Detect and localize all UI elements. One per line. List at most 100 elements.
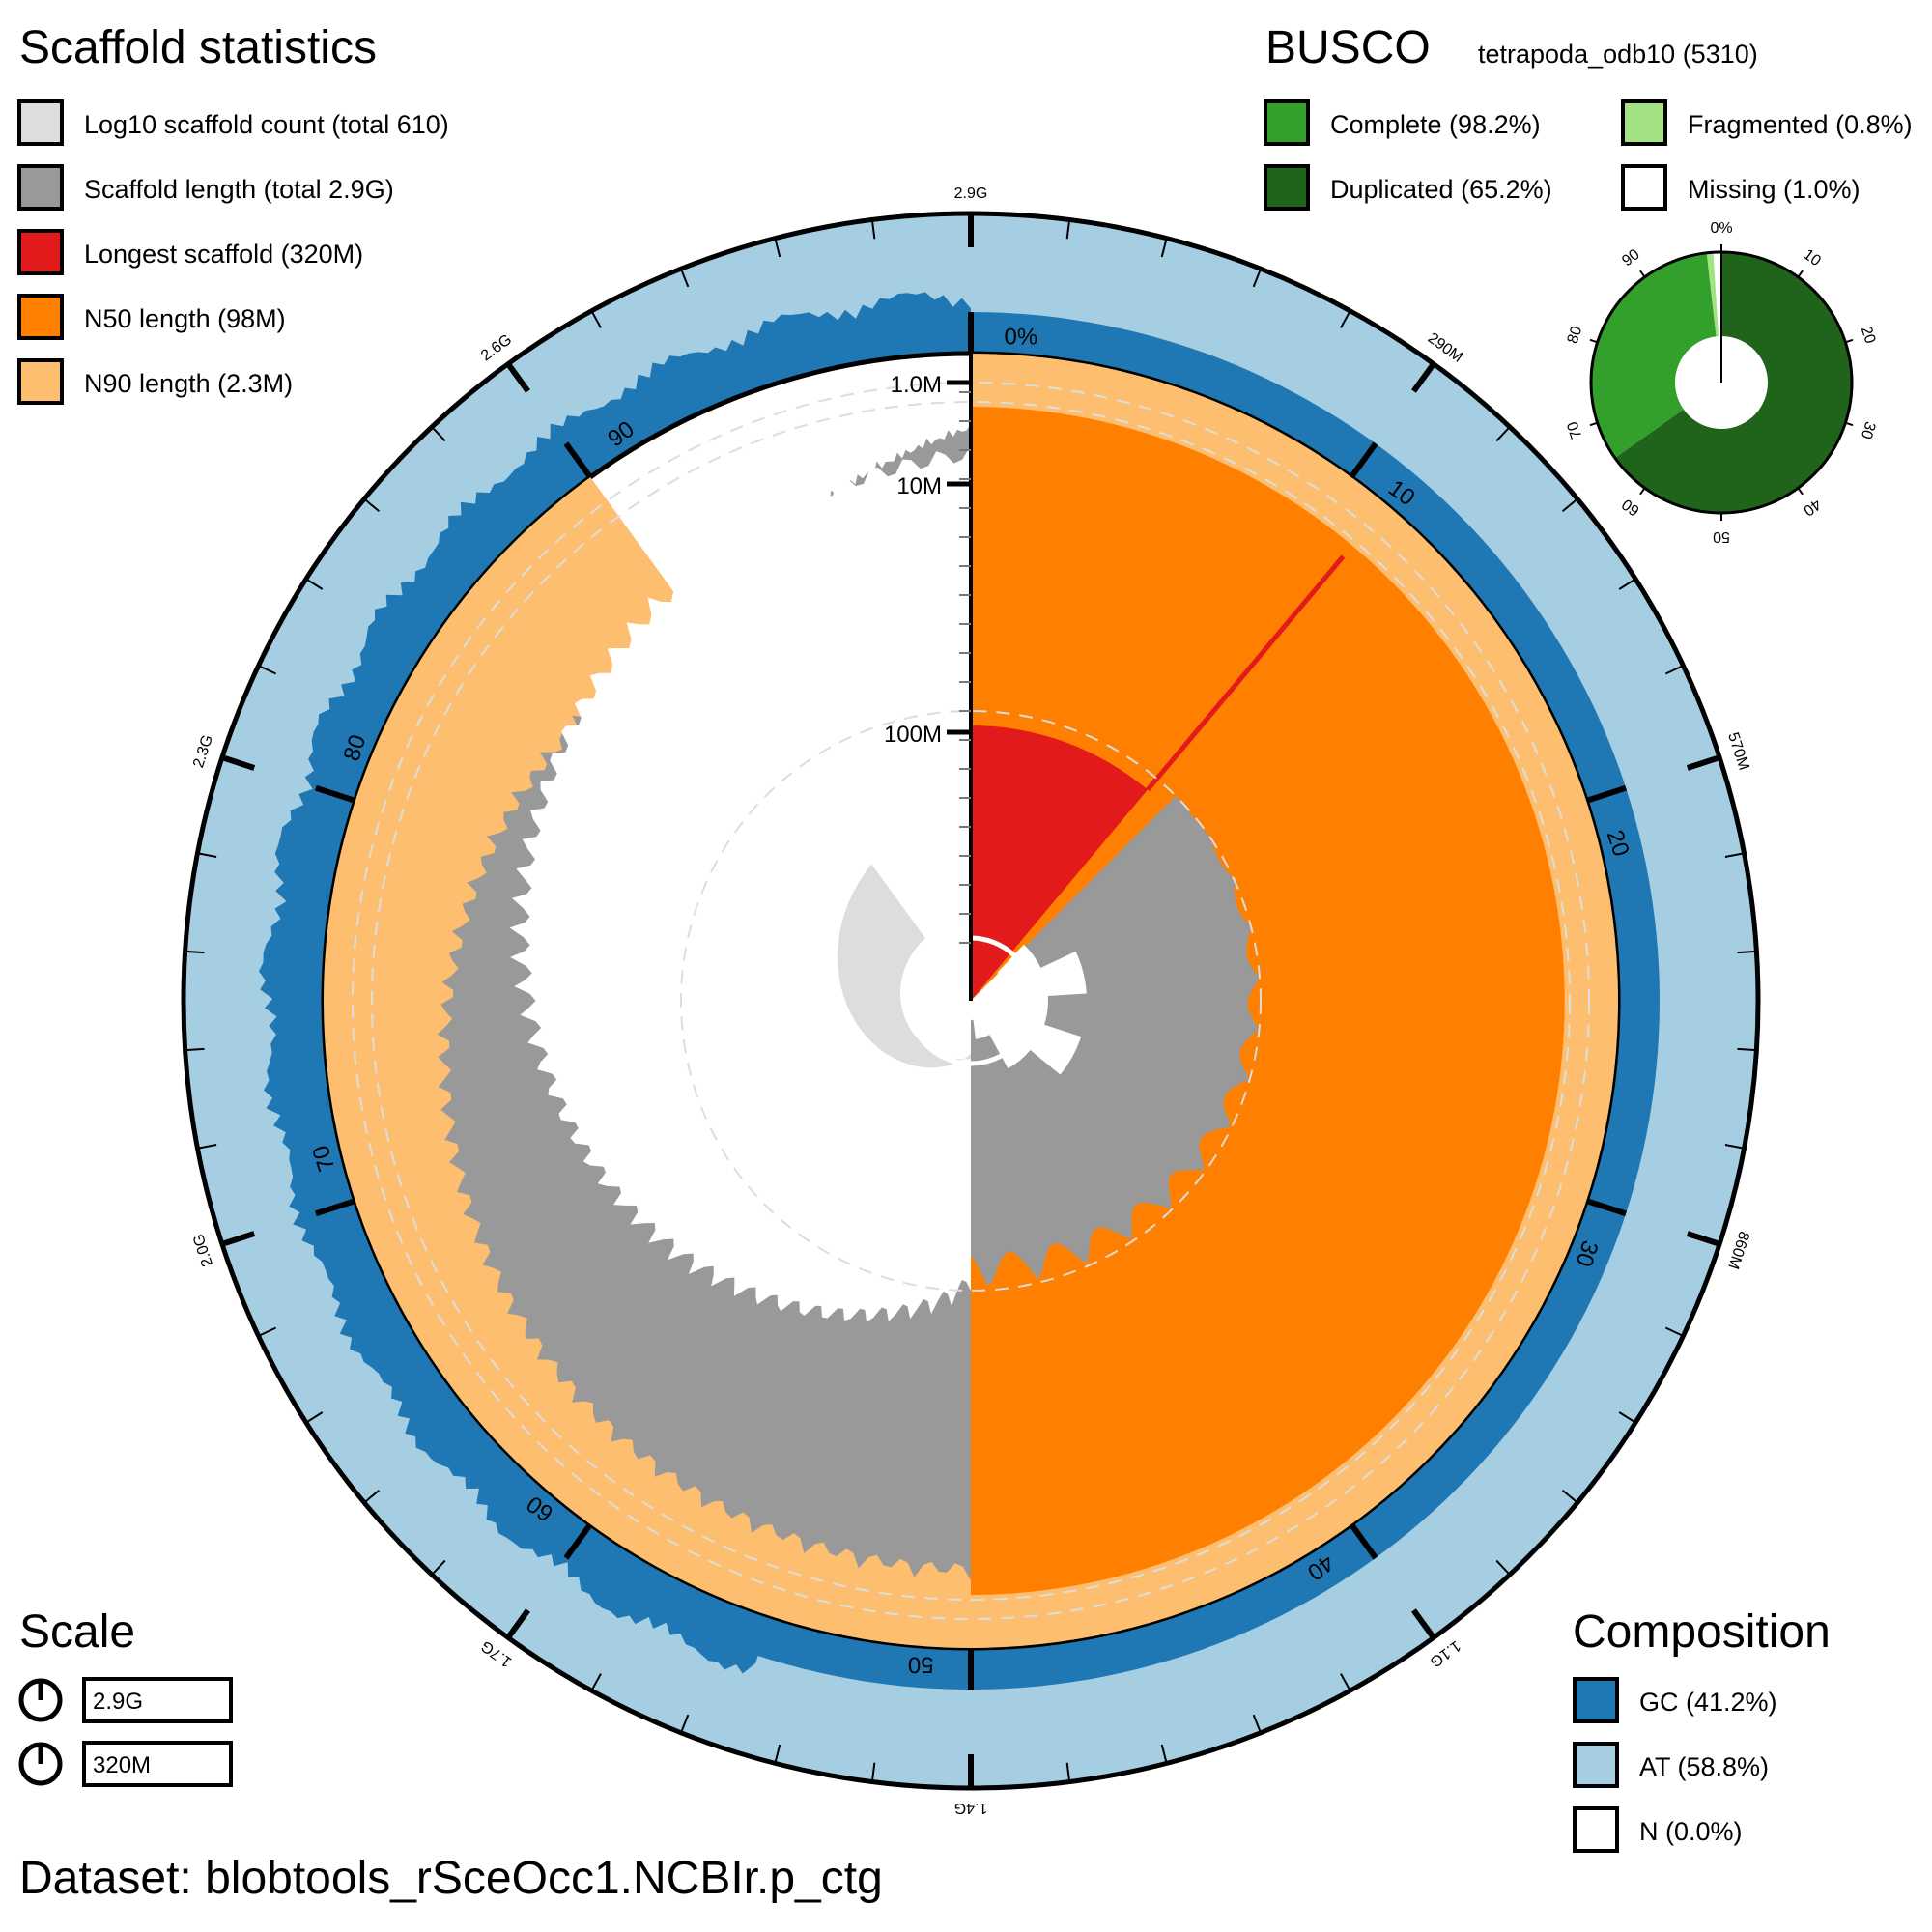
length-tick-mark — [505, 1608, 530, 1640]
busco-tick-label: 40 — [1800, 496, 1823, 519]
busco-label: Missing (1.0%) — [1688, 175, 1861, 204]
percent-tick-mark — [1349, 1522, 1378, 1560]
busco-swatch — [1264, 99, 1310, 146]
longest-scaffold-sector — [971, 725, 1149, 1001]
length-minor-tick — [1664, 1326, 1684, 1337]
composition-swatch — [1573, 1806, 1619, 1853]
busco-tick — [1589, 338, 1598, 344]
busco-tick-label: 80 — [1565, 325, 1586, 346]
length-minor-tick — [1618, 1411, 1636, 1424]
length-minor-tick — [431, 426, 446, 442]
busco-tick-label: 30 — [1858, 419, 1879, 440]
percent-tick-mark — [563, 1522, 593, 1560]
radial-tick-label: 1.0M — [891, 372, 942, 398]
percent-tick-mark — [314, 784, 356, 804]
length-minor-tick — [1160, 1744, 1168, 1764]
busco-legend: Complete (98.2%) Fragmented (0.8%) Duplica… — [1264, 99, 1913, 211]
legend-swatch — [17, 294, 64, 340]
length-tick-mark — [505, 361, 530, 393]
composition-title: Composition — [1573, 1606, 1831, 1658]
legend-label: Log10 scaffold count (total 610) — [84, 110, 449, 139]
legend-swatch — [17, 164, 64, 211]
busco-tick-label: 20 — [1858, 325, 1879, 346]
scaffold-stats-legend: Log10 scaffold count (total 610) Scaffold… — [17, 99, 449, 405]
length-minor-tick — [590, 1673, 602, 1691]
percent-tick-mark — [563, 441, 593, 479]
busco-single-segment — [1590, 252, 1717, 458]
longest-scaffold-line — [1146, 554, 1346, 792]
length-minor-tick — [1495, 426, 1511, 442]
busco-tick-label: 50 — [1713, 528, 1730, 545]
busco-swatch — [1621, 99, 1667, 146]
length-minor-tick — [1618, 578, 1636, 590]
busco-tick — [1797, 270, 1804, 278]
dashed-guide-1 — [371, 401, 1571, 1601]
scale-title: Scale — [19, 1606, 135, 1658]
busco-swatch — [1264, 164, 1310, 211]
busco-tick — [1845, 338, 1854, 344]
length-minor-tick — [197, 852, 217, 859]
length-tick-mark — [1686, 1231, 1721, 1247]
legend-label: N90 length (2.3M) — [84, 369, 293, 398]
busco-label: Fragmented (0.8%) — [1688, 110, 1913, 139]
length-minor-tick — [774, 238, 781, 258]
length-tick-mark — [1686, 754, 1721, 771]
length-minor-tick — [363, 1489, 381, 1504]
legend-label: N50 length (98M) — [84, 304, 286, 333]
length-minor-tick — [590, 310, 602, 328]
radial-tick-label: 10M — [896, 473, 942, 499]
busco-tick — [1845, 421, 1854, 427]
composition-swatch — [1573, 1677, 1619, 1723]
composition-label: GC (41.2%) — [1639, 1688, 1777, 1717]
length-tick-mark — [1411, 1608, 1436, 1640]
inner-white-area — [509, 444, 971, 1322]
busco-tick — [1639, 487, 1646, 496]
legend-swatch — [17, 229, 64, 275]
dashed-guide-2 — [680, 710, 1262, 1292]
length-minor-tick — [197, 1143, 217, 1150]
busco-label: Complete (98.2%) — [1330, 110, 1541, 139]
length-minor-tick — [870, 1762, 876, 1782]
legend-label: Longest scaffold (320M) — [84, 240, 363, 269]
dataset-label: Dataset: blobtools_rSceOcc1.NCBIr.p_ctg — [19, 1853, 883, 1904]
busco-label: Duplicated (65.2%) — [1330, 175, 1552, 204]
percent-tick-mark — [1349, 441, 1378, 479]
length-minor-tick — [305, 1411, 324, 1424]
percent-tick-label: 50 — [908, 1652, 934, 1678]
length-tick-mark — [1411, 361, 1436, 393]
length-minor-tick — [870, 219, 876, 240]
inner-plot — [324, 354, 1619, 1648]
length-minor-tick — [258, 665, 277, 675]
composition-label: AT (58.8%) — [1639, 1752, 1769, 1781]
scale-item-1: 2.9G — [18, 1677, 233, 1723]
length-minor-tick — [1340, 1673, 1351, 1691]
legend-swatch — [17, 99, 64, 146]
busco-tick-label: 90 — [1619, 246, 1642, 270]
center-steps — [971, 944, 1087, 1075]
length-tick-label: 1.4G — [954, 1800, 988, 1816]
length-tick-label: 2.9G — [954, 185, 988, 202]
busco-tick-label: 0% — [1710, 220, 1732, 237]
scale-value: 2.9G — [93, 1689, 143, 1715]
legend-swatch — [17, 358, 64, 405]
composition-label: N (0.0%) — [1639, 1817, 1743, 1846]
length-minor-tick — [1252, 1714, 1262, 1734]
composition-legend: GC (41.2%) AT (58.8%) N (0.0%) — [1573, 1677, 1777, 1853]
scaffold-count-spiral — [838, 864, 971, 1068]
length-tick-mark — [220, 1231, 256, 1247]
busco-swatch — [1621, 164, 1667, 211]
scale-box — [82, 1741, 233, 1787]
length-minor-tick — [1724, 852, 1745, 859]
length-minor-tick — [1561, 497, 1578, 513]
length-minor-tick — [680, 268, 690, 288]
percent-tick-label: 0% — [1004, 324, 1037, 350]
scaffold-length-core — [971, 795, 1260, 1287]
length-minor-tick — [1340, 310, 1351, 328]
busco-tick — [1797, 487, 1804, 496]
length-minor-tick — [680, 1714, 690, 1734]
busco-duplicated-segment — [1614, 252, 1852, 513]
busco-lineage: tetrapoda_odb10 (5310) — [1478, 40, 1758, 69]
length-minor-tick — [1252, 268, 1262, 288]
busco-title: BUSCO — [1265, 22, 1431, 73]
